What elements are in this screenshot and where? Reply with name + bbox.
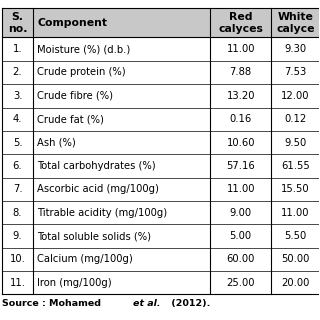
Text: 10.: 10. xyxy=(10,254,26,264)
Text: 1.: 1. xyxy=(13,44,22,54)
Text: 3.: 3. xyxy=(13,91,22,101)
Bar xyxy=(2,37,320,61)
Text: 7.53: 7.53 xyxy=(284,68,307,77)
Text: et al.: et al. xyxy=(133,299,161,308)
Text: Crude protein (%): Crude protein (%) xyxy=(37,68,126,77)
Bar xyxy=(2,271,320,294)
Bar xyxy=(2,224,320,248)
Bar xyxy=(2,131,320,154)
Text: 11.00: 11.00 xyxy=(226,184,255,194)
Text: 9.50: 9.50 xyxy=(284,138,307,148)
Text: Red
calyces: Red calyces xyxy=(218,12,263,34)
Text: 6.: 6. xyxy=(13,161,22,171)
Text: 61.55: 61.55 xyxy=(281,161,310,171)
Text: 5.50: 5.50 xyxy=(284,231,307,241)
Text: 11.00: 11.00 xyxy=(281,208,310,218)
Bar xyxy=(2,61,320,84)
Text: 15.50: 15.50 xyxy=(281,184,310,194)
Text: 20.00: 20.00 xyxy=(281,278,310,288)
Text: Iron (mg/100g): Iron (mg/100g) xyxy=(37,278,112,288)
Text: 9.: 9. xyxy=(13,231,22,241)
Text: Component: Component xyxy=(37,18,107,28)
Text: 10.60: 10.60 xyxy=(226,138,255,148)
Text: 0.16: 0.16 xyxy=(229,114,252,124)
Text: 7.88: 7.88 xyxy=(229,68,252,77)
Text: (2012).: (2012). xyxy=(168,299,211,308)
Text: 11.: 11. xyxy=(10,278,26,288)
Text: Moisture (%) (d.b.): Moisture (%) (d.b.) xyxy=(37,44,131,54)
Bar xyxy=(2,154,320,178)
Text: White
calyce: White calyce xyxy=(276,12,315,34)
Text: Titrable acidity (mg/100g): Titrable acidity (mg/100g) xyxy=(37,208,167,218)
Text: Ash (%): Ash (%) xyxy=(37,138,76,148)
Bar xyxy=(2,178,320,201)
Text: 11.00: 11.00 xyxy=(226,44,255,54)
Text: 7.: 7. xyxy=(13,184,22,194)
Text: 60.00: 60.00 xyxy=(227,254,255,264)
Bar xyxy=(2,108,320,131)
Bar xyxy=(2,248,320,271)
Text: 25.00: 25.00 xyxy=(226,278,255,288)
Text: Crude fat (%): Crude fat (%) xyxy=(37,114,104,124)
Text: 9.00: 9.00 xyxy=(229,208,252,218)
Bar xyxy=(2,84,320,108)
Text: 57.16: 57.16 xyxy=(226,161,255,171)
Text: 5.: 5. xyxy=(13,138,22,148)
Text: S.
no.: S. no. xyxy=(8,12,27,34)
Text: 9.30: 9.30 xyxy=(284,44,307,54)
Text: 5.00: 5.00 xyxy=(229,231,252,241)
Text: 13.20: 13.20 xyxy=(226,91,255,101)
Text: 0.12: 0.12 xyxy=(284,114,307,124)
Text: Crude fibre (%): Crude fibre (%) xyxy=(37,91,113,101)
Text: Source : Mohamed: Source : Mohamed xyxy=(2,299,104,308)
Text: Total soluble solids (%): Total soluble solids (%) xyxy=(37,231,151,241)
Bar xyxy=(2,201,320,224)
Text: 8.: 8. xyxy=(13,208,22,218)
Text: Calcium (mg/100g): Calcium (mg/100g) xyxy=(37,254,133,264)
Text: 50.00: 50.00 xyxy=(281,254,310,264)
Text: 12.00: 12.00 xyxy=(281,91,310,101)
Bar xyxy=(2,8,320,37)
Text: 2.: 2. xyxy=(13,68,22,77)
Text: Ascorbic acid (mg/100g): Ascorbic acid (mg/100g) xyxy=(37,184,159,194)
Text: Total carbohydrates (%): Total carbohydrates (%) xyxy=(37,161,156,171)
Text: 4.: 4. xyxy=(13,114,22,124)
